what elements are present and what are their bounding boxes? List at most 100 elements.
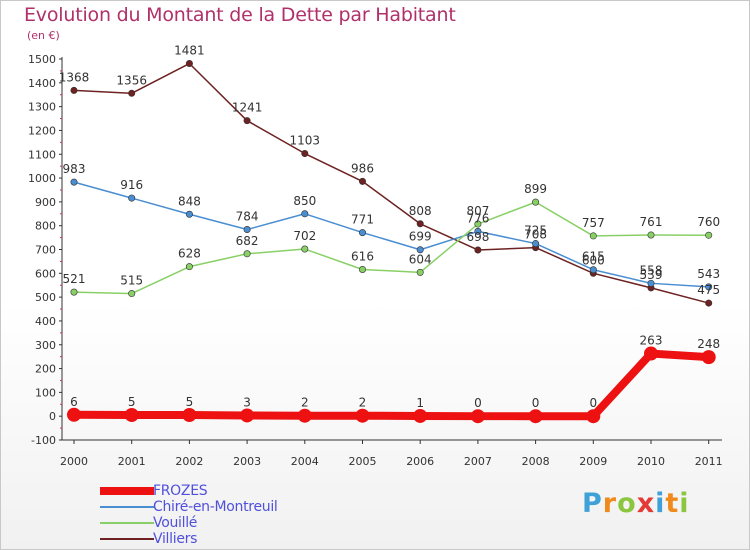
- data-point: [474, 220, 482, 228]
- data-point: [301, 245, 309, 253]
- logo-letter: i: [655, 488, 666, 519]
- data-point: [243, 225, 251, 233]
- data-label: 807: [466, 204, 489, 218]
- y-tick-label: -100: [31, 434, 56, 447]
- data-label: 1241: [232, 101, 263, 115]
- y-tick-label: 1500: [28, 53, 56, 66]
- data-label: 5: [128, 395, 136, 409]
- unit-label: (en €): [27, 29, 60, 42]
- data-point: [185, 60, 193, 68]
- data-point: [240, 408, 255, 423]
- y-tick-label: 700: [35, 244, 56, 257]
- y-tick-label: 200: [35, 363, 56, 376]
- data-label: 5: [186, 395, 194, 409]
- legend-label-vouille: Vouillé: [153, 515, 198, 531]
- data-label: 0: [589, 396, 597, 410]
- data-label: 850: [293, 194, 316, 208]
- legend-swatch-chire: [100, 506, 154, 508]
- series-line-2: [73, 201, 710, 295]
- data-label: 899: [524, 182, 547, 196]
- data-label: 628: [178, 247, 201, 261]
- data-label: 702: [293, 229, 316, 243]
- y-tick-label: 900: [35, 196, 56, 209]
- data-point: [701, 350, 716, 365]
- data-label: 2: [359, 396, 367, 410]
- data-label: 6: [70, 395, 78, 409]
- y-tick-label: 0: [49, 410, 56, 423]
- data-label: 916: [120, 178, 143, 192]
- data-label: 263: [640, 334, 663, 348]
- proxiti-logo: Proxiti: [582, 488, 690, 519]
- data-point: [532, 198, 540, 206]
- logo-letter: P: [582, 488, 603, 519]
- data-point: [128, 194, 136, 202]
- data-label: 543: [697, 267, 720, 281]
- data-label: 776: [466, 211, 489, 225]
- data-point: [358, 229, 366, 237]
- data-point: [124, 407, 139, 422]
- data-point: [128, 89, 136, 97]
- logo-letter: t: [665, 488, 680, 519]
- data-point: [647, 279, 655, 287]
- data-label: 1: [416, 396, 424, 410]
- data-point: [355, 408, 370, 423]
- data-label: 698: [466, 230, 489, 244]
- data-point: [70, 178, 78, 186]
- data-point: [301, 150, 309, 158]
- data-label: 771: [351, 213, 374, 227]
- data-point: [589, 266, 597, 274]
- data-point: [647, 231, 655, 239]
- data-label: 708: [524, 228, 547, 242]
- data-label: 248: [697, 337, 720, 351]
- chart-title: Evolution du Montant de la Dette par Hab…: [24, 4, 456, 26]
- data-point: [185, 263, 193, 271]
- data-label: 808: [409, 204, 432, 218]
- y-tick-label: 1200: [28, 124, 56, 137]
- data-label: 757: [582, 216, 605, 230]
- data-point: [705, 283, 713, 291]
- x-tick-label: 2002: [175, 455, 203, 468]
- data-point: [185, 210, 193, 218]
- logo-letter: x: [636, 488, 656, 519]
- data-label: 1103: [290, 134, 321, 148]
- data-point: [243, 250, 251, 258]
- x-tick-label: 2011: [695, 455, 723, 468]
- data-label: 2: [301, 396, 309, 410]
- series-line-0: [70, 349, 713, 421]
- x-tick-label: 2010: [637, 455, 665, 468]
- data-label: 604: [409, 252, 432, 266]
- x-tick-label: 2003: [233, 455, 261, 468]
- data-point: [532, 240, 540, 248]
- legend-swatch-frozes: [100, 487, 154, 495]
- data-label: 539: [640, 268, 663, 282]
- legend: FROZES Chiré-en-Montreuil Vouillé Villie…: [100, 483, 360, 547]
- data-point: [474, 227, 482, 235]
- data-point: [243, 117, 251, 125]
- data-label: 521: [63, 272, 86, 286]
- legend-swatch-vouille: [100, 522, 154, 524]
- data-label: 760: [697, 215, 720, 229]
- data-label: 725: [524, 224, 547, 238]
- data-label: 475: [697, 283, 720, 297]
- y-tick-label: 600: [35, 267, 56, 280]
- data-label: 615: [582, 250, 605, 264]
- data-point: [413, 408, 428, 423]
- y-tick-label: 1100: [28, 148, 56, 161]
- data-label: 1368: [59, 70, 90, 84]
- y-tick-label: 300: [35, 339, 56, 352]
- data-point: [67, 407, 81, 422]
- data-point: [644, 346, 658, 361]
- data-point: [358, 266, 366, 274]
- legend-label-villiers: Villiers: [153, 531, 198, 547]
- data-point: [528, 409, 543, 424]
- logo-letter: i: [679, 488, 690, 519]
- data-point: [470, 409, 485, 424]
- data-point: [705, 299, 713, 307]
- y-tick-label: 500: [35, 291, 56, 304]
- series-line-3: [73, 62, 710, 304]
- x-tick-label: 2004: [291, 455, 319, 468]
- data-point: [705, 231, 713, 239]
- data-point: [416, 246, 424, 254]
